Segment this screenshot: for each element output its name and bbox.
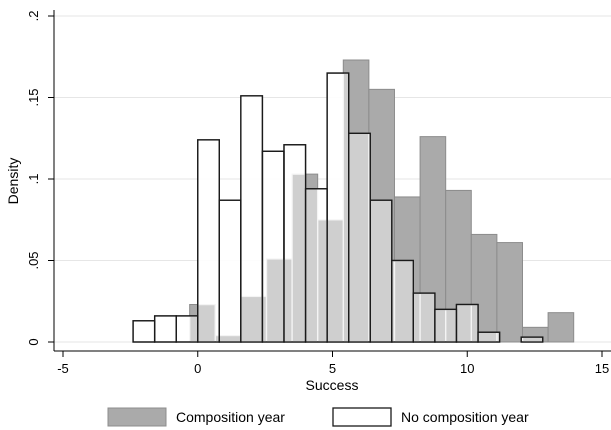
overlap-region-16: [392, 261, 394, 342]
y-tick-label-3: .15: [26, 88, 41, 106]
bar-composition-year-14: [547, 312, 575, 343]
x-tick-label-4: 15: [595, 361, 609, 376]
overlap-region-0: [190, 316, 198, 342]
y-tick-label-2: .1: [26, 174, 41, 185]
overlap-region-20: [435, 310, 445, 342]
x-tick-label-1: 0: [194, 361, 201, 376]
bar-no-composition-year-0: [132, 320, 156, 343]
legend-swatch-no-composition-year: [332, 407, 392, 427]
overlap-region-10: [318, 220, 327, 342]
x-tick-label-2: 5: [329, 361, 336, 376]
bar-outline-no-composition-year-15: [455, 303, 479, 343]
overlap-region-15: [370, 200, 392, 342]
legend-label-no-composition-year: No composition year: [401, 409, 529, 425]
y-tick-label-0: 0: [26, 338, 41, 345]
overlap-region-24: [478, 332, 497, 342]
bar-composition-year-12: [496, 242, 523, 343]
overlap-region-7: [284, 259, 292, 342]
overlap-region-25: [497, 332, 499, 342]
bar-no-composition-year-1: [153, 315, 177, 343]
bar-outline-no-composition-year-18: [520, 336, 544, 343]
overlap-region-2: [215, 336, 219, 342]
legend: Composition year No composition year: [107, 407, 529, 427]
overlap-region-19: [420, 293, 435, 342]
overlap-region-13: [349, 134, 369, 342]
overlap-region-17: [395, 261, 413, 342]
x-tick-label-3: 10: [460, 361, 474, 376]
bar-no-composition-year-4: [218, 199, 242, 343]
overlap-region-6: [267, 259, 284, 342]
overlap-region-9: [306, 189, 317, 342]
y-tick-label-4: .2: [26, 11, 41, 22]
overlap-regions: [132, 72, 544, 343]
bar-outline-no-composition-year-16: [477, 331, 501, 343]
x-axis-title: Success: [306, 377, 359, 393]
overlap-region-8: [292, 174, 305, 342]
overlap-region-18: [414, 293, 420, 342]
overlap-region-23: [471, 305, 478, 342]
legend-label-composition-year: Composition year: [176, 409, 285, 425]
legend-swatch-composition-year: [107, 407, 167, 427]
overlap-region-22: [457, 305, 471, 342]
y-tick-label-1: .05: [26, 251, 41, 269]
overlap-region-11: [327, 220, 343, 342]
overlap-region-21: [446, 310, 456, 342]
overlap-region-3: [220, 336, 241, 342]
overlap-region-27: [523, 337, 543, 342]
overlap-region-1: [198, 305, 215, 342]
tick-labels: -5 0 5 10 15 0 .05 .1 .15 .2: [26, 11, 609, 376]
overlap-region-12: [343, 73, 348, 342]
overlap-region-5: [263, 297, 266, 342]
y-axis-title: Density: [5, 158, 21, 205]
overlap-region-4: [241, 297, 262, 342]
x-tick-label-0: -5: [57, 361, 69, 376]
